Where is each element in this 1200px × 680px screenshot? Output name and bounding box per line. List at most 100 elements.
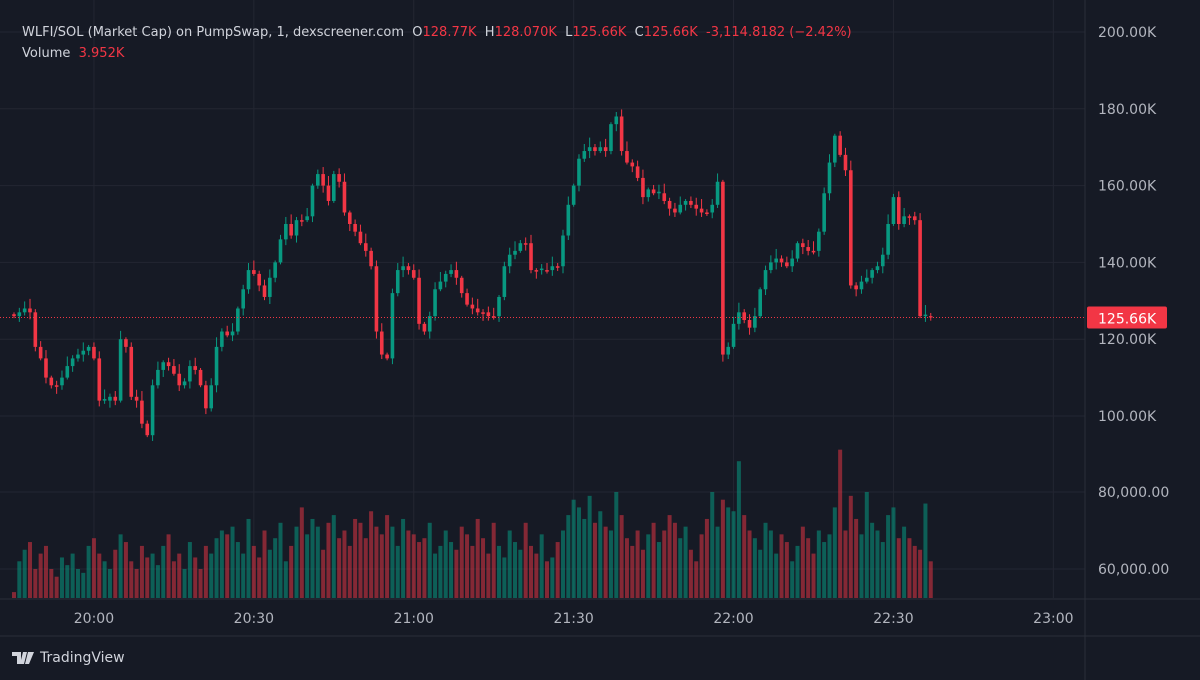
candle-body <box>198 369 203 386</box>
volume-bar <box>267 549 272 598</box>
volume-bar <box>827 534 832 598</box>
volume-bar <box>646 534 651 598</box>
candle-body <box>838 135 842 155</box>
time-tick-label: 20:30 <box>234 611 274 627</box>
volume-bar <box>251 545 256 598</box>
candle-body <box>44 358 48 378</box>
volume-bar <box>65 565 70 598</box>
candle-body <box>161 362 166 370</box>
candle-body <box>513 250 517 255</box>
volume-bar <box>310 518 315 598</box>
volume-bar <box>294 526 299 598</box>
volume-bar <box>880 542 885 598</box>
volume-bar <box>347 545 352 598</box>
volume-bar <box>534 553 539 598</box>
candle-body <box>731 323 736 347</box>
candle-body <box>571 185 576 205</box>
volume-bar <box>193 557 198 598</box>
tradingview-logo[interactable]: TradingView <box>12 650 125 666</box>
volume-bar <box>315 526 320 598</box>
volume-label: Volume <box>22 46 71 61</box>
volume-bar <box>75 569 80 598</box>
volume-bar <box>870 522 875 598</box>
candle-body <box>124 339 128 347</box>
volume-bar <box>118 534 123 598</box>
candle-body <box>737 312 741 324</box>
volume-bar <box>257 557 262 598</box>
volume-bar <box>800 526 805 598</box>
candle-body <box>598 147 603 152</box>
candle-body <box>880 254 885 267</box>
volume-bar <box>433 553 438 598</box>
candle-body <box>188 366 192 382</box>
volume-bar <box>209 553 214 598</box>
volume-bar <box>635 530 640 598</box>
candle-body <box>118 339 123 401</box>
volume-bar <box>608 530 613 598</box>
volume-bar <box>12 592 16 598</box>
candle-body <box>918 220 922 317</box>
volume-bar <box>790 561 795 598</box>
volume-bar <box>928 561 933 598</box>
volume-bar <box>438 545 443 598</box>
candle-body <box>875 266 880 271</box>
volume-bar <box>278 522 283 598</box>
volume-bar <box>177 553 182 598</box>
volume-bar <box>465 534 470 598</box>
time-tick-label: 20:00 <box>74 611 114 627</box>
last-price-label: 125.66K <box>1098 311 1157 327</box>
candle-body <box>705 212 709 215</box>
low-label: L <box>565 25 573 40</box>
volume-bar <box>560 530 565 598</box>
candle-body <box>801 243 805 248</box>
volume-bar <box>523 522 528 598</box>
price-tick-label: 120.00K <box>1098 332 1157 348</box>
candle-body <box>529 243 533 271</box>
volume-bar <box>305 534 310 598</box>
candle-body <box>166 362 171 367</box>
candle-body <box>753 316 757 328</box>
volume-bar <box>902 526 907 598</box>
volume-bar <box>742 515 747 598</box>
candle-body <box>678 204 683 213</box>
candle-body <box>363 243 368 251</box>
volume-bar <box>33 569 38 598</box>
price-tick-label: 160.00K <box>1098 179 1157 195</box>
volume-bar <box>550 557 555 598</box>
candle-body <box>289 224 293 236</box>
candle-body <box>108 396 112 401</box>
candle-body <box>683 200 688 205</box>
candle-body <box>22 308 27 313</box>
volume-bar <box>198 569 203 598</box>
price-tick-label: 100.00K <box>1098 409 1157 425</box>
volume-bar <box>598 511 603 598</box>
candle-body <box>28 308 32 313</box>
candle-body <box>849 170 853 286</box>
candle-body <box>673 208 677 213</box>
volume-bar <box>406 530 411 598</box>
volume-bar <box>123 542 128 598</box>
volume-bar <box>102 561 107 598</box>
volume-bar <box>912 545 917 598</box>
candle-body <box>928 316 933 318</box>
candle-body <box>17 312 22 317</box>
volume-bar <box>470 545 475 598</box>
volume-bar <box>854 518 859 598</box>
tradingview-icon <box>12 652 34 664</box>
candle-body <box>230 331 235 336</box>
candle-body <box>113 396 118 401</box>
candle-body <box>395 270 400 294</box>
volume-bar <box>454 549 459 598</box>
candle-body <box>246 270 251 290</box>
candle-body <box>817 231 821 251</box>
volume-bar <box>427 522 432 598</box>
candle-body <box>182 381 187 386</box>
candle-body <box>614 116 619 125</box>
volume-bar <box>107 569 112 598</box>
candle-body <box>907 216 912 218</box>
candle-body <box>827 162 832 194</box>
candle-body <box>252 270 256 274</box>
candle-body <box>566 204 571 236</box>
